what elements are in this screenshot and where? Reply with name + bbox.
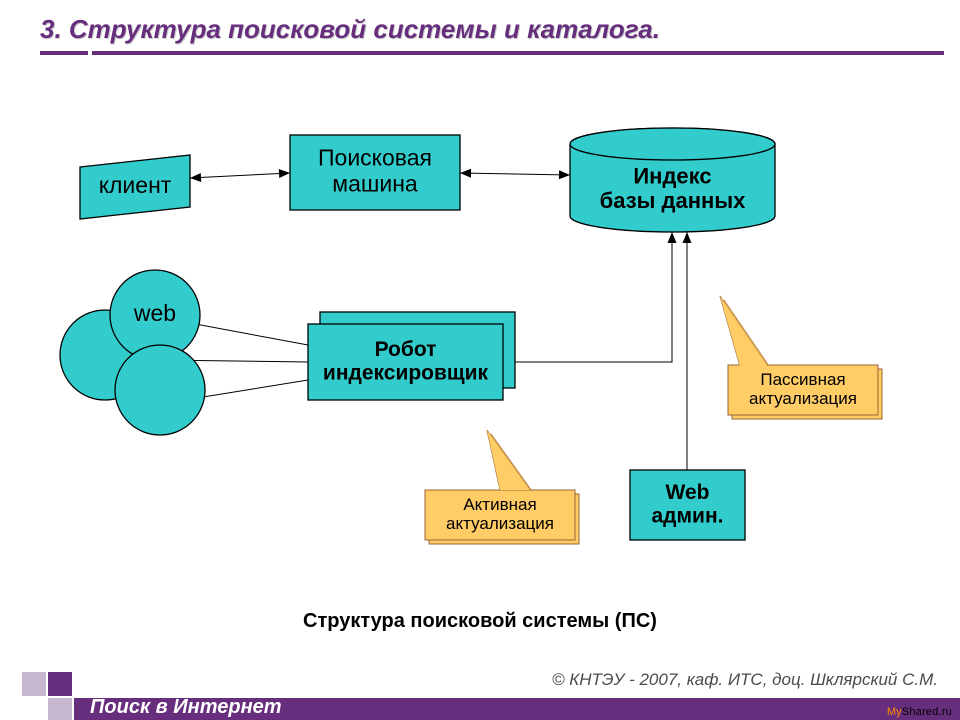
footer-square-3 (48, 698, 72, 720)
svg-text:индексировщик: индексировщик (323, 361, 489, 384)
svg-text:базы данных: базы данных (600, 188, 746, 213)
svg-text:клиент: клиент (99, 172, 172, 198)
edge-0 (190, 169, 290, 182)
watermark-prefix: My (887, 706, 902, 718)
node-webadmin: Webадмин. (630, 470, 745, 540)
svg-text:Поисковая: Поисковая (318, 145, 432, 171)
footer-square-1 (22, 672, 46, 696)
edge-1 (460, 169, 570, 180)
watermark-suffix: Shared.ru (902, 706, 952, 718)
node-robot: Роботиндексировщик (308, 324, 503, 400)
svg-text:актуализация: актуализация (749, 389, 857, 408)
svg-text:Активная: Активная (463, 495, 536, 514)
svg-text:Web: Web (666, 481, 710, 504)
callout-passive: Пассивнаяактуализация (720, 296, 878, 415)
node-web3 (115, 345, 205, 435)
footer-square-2 (48, 672, 72, 696)
edge-5 (503, 232, 677, 362)
svg-text:актуализация: актуализация (446, 514, 554, 533)
watermark: MyShared.ru (887, 706, 952, 718)
nodes-layer: клиент Поисковаямашина Индексбазы данных we… (60, 128, 775, 540)
footer-text: Поиск в Интернет (90, 696, 282, 719)
svg-text:web: web (133, 300, 176, 326)
node-index: Индексбазы данных (570, 128, 775, 232)
slide-root: 3. Структура поисковой системы и каталог… (0, 0, 960, 720)
diagram-caption: Структура поисковой системы (ПС) (0, 610, 960, 633)
svg-text:Робот: Робот (375, 338, 437, 361)
node-client: клиент (80, 155, 190, 219)
svg-text:Индекс: Индекс (633, 163, 711, 188)
svg-text:машина: машина (332, 170, 418, 196)
footer: Поиск в Интернет (0, 672, 960, 720)
svg-text:админ.: админ. (652, 504, 724, 527)
node-engine: Поисковаямашина (290, 135, 460, 210)
svg-text:Пассивная: Пассивная (760, 370, 845, 389)
edge-6 (683, 232, 692, 470)
